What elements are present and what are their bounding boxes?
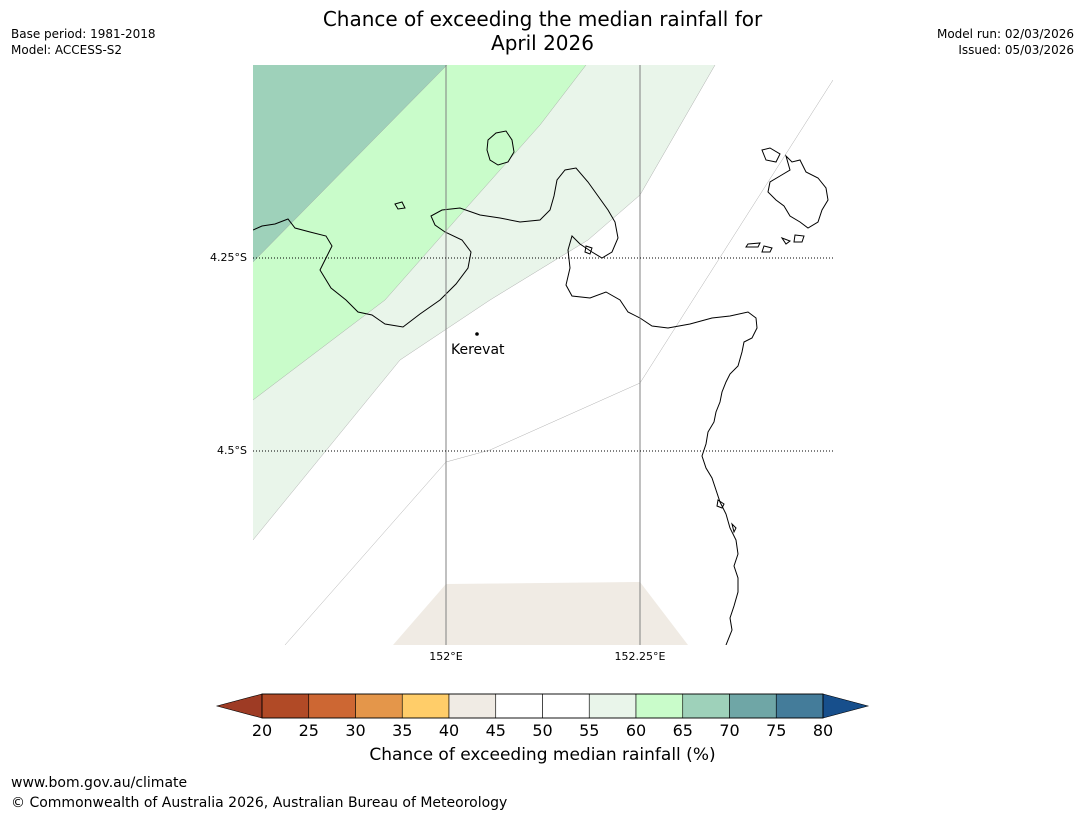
coastline (253, 130, 829, 645)
colorbar-bin-75-80 (775, 693, 824, 719)
footer-copyright: © Commonwealth of Australia 2026, Austra… (11, 795, 508, 811)
colorbar-tick-35: 35 (392, 721, 413, 740)
colorbar-tick-45: 45 (485, 721, 506, 740)
colorbar-tick-50: 50 (532, 721, 553, 740)
colorbar-tick-20: 20 (251, 721, 273, 740)
base-period: Base period: 1981-2018 (11, 27, 156, 41)
coastline-east-islands (745, 147, 829, 253)
colorbar-tick-25: 25 (298, 721, 319, 740)
colorbar-bin-70-75 (729, 693, 777, 719)
coastline-reef (716, 499, 737, 534)
colorbar-bin-40-45 (448, 693, 497, 719)
lon-label-152-25: 152.25°E (614, 650, 666, 663)
colorbar-tick-75: 75 (766, 721, 787, 740)
lat-label-4-25: 4.25°S (210, 251, 247, 264)
graticule (253, 65, 833, 645)
colorbar-bin-60-65 (635, 693, 684, 719)
colorbar-bin-30-35 (355, 693, 403, 719)
colorbar-tick-65: 65 (672, 721, 693, 740)
colorbar-frame (261, 693, 824, 719)
title-line-1: Chance of exceeding the median rainfall … (322, 7, 763, 31)
colorbar-extend-low (215, 693, 263, 719)
model-name: Model: ACCESS-S2 (11, 43, 123, 57)
contour-lines (253, 65, 833, 645)
lat-label-4-5: 4.5°S (217, 444, 247, 457)
title-line-2: April 2026 (491, 31, 594, 55)
coastline-islet (394, 201, 406, 210)
model-run: Model run: 02/03/2026 (936, 27, 1074, 41)
footer-url[interactable]: www.bom.gov.au/climate (11, 775, 188, 791)
issued-date: Issued: 05/03/2026 (958, 43, 1074, 57)
colorbar (215, 693, 870, 719)
meta-left: Base period: 1981-2018 Model: ACCESS-S2 (11, 26, 156, 58)
colorbar-extend-high (822, 693, 870, 719)
colorbar-tick-60: 60 (625, 721, 647, 740)
colorbar-label: Chance of exceeding median rainfall (%) (369, 745, 716, 765)
colorbar-tick-70: 70 (719, 721, 740, 740)
colorbar-bin-55-60 (588, 693, 637, 719)
lon-label-152: 152°E (429, 650, 463, 663)
coastline-main (253, 167, 758, 645)
town-label-kerevat: Kerevat (451, 342, 505, 358)
meta-right: Model run: 02/03/2026 Issued: 05/03/2026 (937, 26, 1074, 58)
page-title: Chance of exceeding the median rainfall … (0, 7, 1085, 55)
town-marker (475, 332, 479, 336)
zone-40-45 (393, 582, 688, 645)
colorbar-bin-50-55 (542, 693, 590, 719)
coastline-island-upper (486, 130, 515, 166)
colorbar-bin-35-40 (401, 693, 450, 719)
colorbar-bin-45-50 (495, 693, 543, 719)
colorbar-tick-55: 55 (579, 721, 600, 740)
colorbar-bin-25-30 (308, 693, 356, 719)
colorbar-tick-30: 30 (345, 721, 366, 740)
colorbar-bin-20-25 (261, 693, 310, 719)
coastline-small-bay (584, 245, 593, 255)
colorbar-tick-80: 80 (812, 721, 834, 740)
colorbar-bin-65-70 (682, 693, 730, 719)
colorbar-tick-40: 40 (438, 721, 460, 740)
